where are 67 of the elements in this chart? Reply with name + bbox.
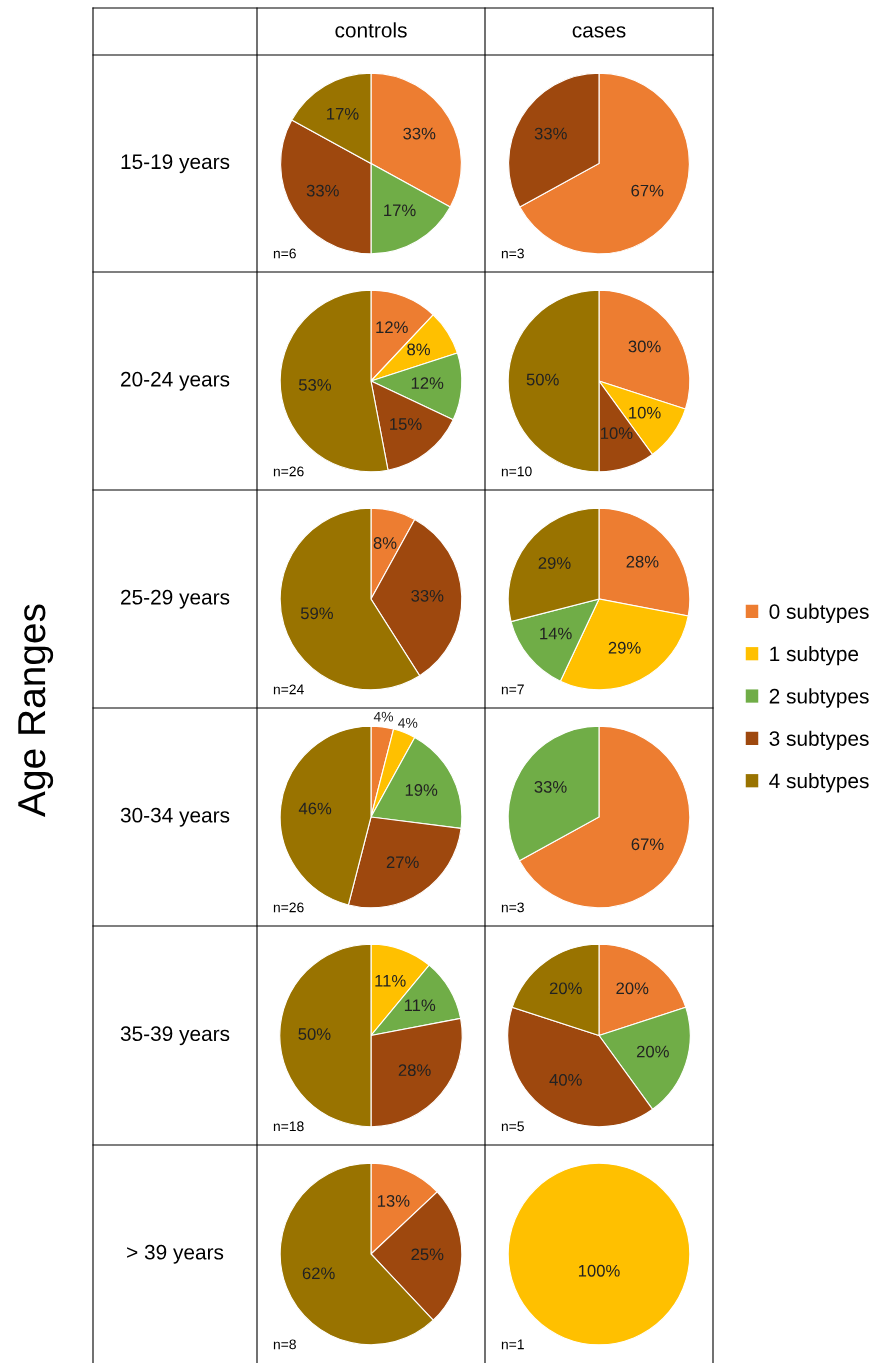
data-label: 10% [629, 406, 661, 419]
data-label: 20% [549, 982, 582, 995]
data-label: 11% [404, 999, 436, 1012]
chart-title: cases [572, 26, 626, 38]
legend-label: 2 subtypes [769, 688, 869, 708]
data-label: 14% [540, 627, 572, 640]
data-label: 46% [298, 802, 332, 815]
data-label: 29% [538, 557, 571, 569]
text: 20-24 years [121, 371, 230, 391]
text: 35-39 years [120, 1026, 230, 1046]
text: n=10 [501, 466, 532, 477]
data-label: 67% [631, 184, 664, 197]
data-label: 33% [403, 127, 436, 140]
data-label: 11% [375, 975, 406, 987]
text: n=3 [501, 902, 524, 913]
data-label: 50% [298, 1028, 331, 1040]
data-label: 28% [626, 555, 659, 568]
data-label: 13% [377, 1194, 410, 1207]
data-label: 33% [534, 127, 567, 140]
text: n=5 [501, 1121, 524, 1132]
text: n=26 [273, 466, 304, 477]
data-label: 20% [636, 1045, 669, 1058]
text: n=8 [273, 1339, 296, 1350]
chart-title: controls [335, 22, 407, 38]
legend-label: 0 subtypes [769, 603, 869, 624]
text: n=1 [501, 1339, 524, 1350]
data-label: 8% [407, 343, 430, 356]
text: n=26 [273, 902, 304, 913]
data-label: 12% [376, 321, 408, 334]
data-label: 8% [373, 537, 397, 549]
data-label: 4% [398, 718, 418, 728]
text: n=24 [273, 684, 304, 695]
text: Age Ranges [18, 604, 54, 817]
legend-label: 4 subtypes [769, 772, 869, 793]
data-label: 17% [327, 107, 359, 120]
data-label: 33% [411, 589, 444, 602]
data-label: 59% [300, 607, 334, 620]
data-label: 17% [384, 204, 416, 217]
text: n=7 [501, 684, 524, 695]
data-label: 29% [608, 641, 641, 654]
data-label: 50% [526, 373, 559, 386]
data-label: 27% [386, 856, 419, 868]
text: 25-29 years [121, 589, 230, 609]
text: 15-19 years [121, 154, 230, 174]
data-label: 15% [390, 418, 422, 430]
data-label: 20% [616, 982, 649, 995]
data-label: 19% [405, 784, 438, 796]
data-label: 28% [398, 1064, 431, 1077]
data-label: 4% [373, 711, 394, 722]
text: n=3 [501, 248, 524, 259]
data-label: 40% [549, 1073, 582, 1086]
text: n=6 [273, 248, 296, 259]
data-label: 33% [534, 781, 567, 793]
data-label: 30% [628, 340, 661, 353]
data-label: 67% [631, 838, 664, 851]
data-label: 25% [411, 1248, 444, 1261]
data-label: 10% [601, 427, 633, 440]
data-label: 53% [298, 378, 332, 391]
data-label: 12% [411, 377, 444, 389]
text: > 39 years [127, 1244, 224, 1264]
legend-label: 1 subtype [770, 645, 859, 666]
text: 30-34 years [120, 807, 230, 827]
legend-label: 3 subtypes [769, 730, 869, 751]
data-label: 100% [578, 1264, 620, 1277]
data-label: 33% [306, 184, 339, 197]
text: n=18 [273, 1121, 304, 1132]
data-label: 62% [302, 1267, 335, 1280]
